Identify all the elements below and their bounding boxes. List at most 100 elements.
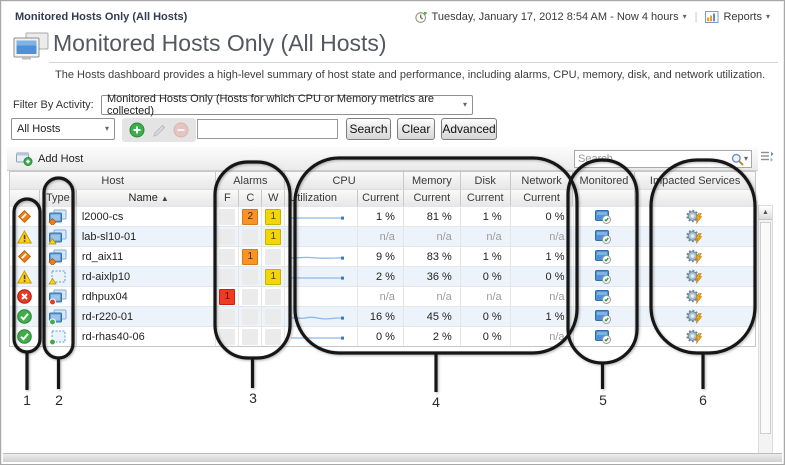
group-header-cpu[interactable]: CPU: [285, 172, 404, 189]
monitored-icon[interactable]: [595, 249, 612, 264]
table-search-input[interactable]: [578, 153, 731, 165]
host-name-link[interactable]: rd-r220-01: [77, 307, 217, 326]
fatal-alarm-count[interactable]: [219, 328, 236, 345]
group-header-monitored[interactable]: Monitored: [573, 172, 636, 189]
group-header-host[interactable]: Host: [10, 172, 217, 189]
severity-normal-icon[interactable]: [17, 309, 32, 324]
impacted-services-icon[interactable]: [686, 229, 704, 245]
warning-alarm-count[interactable]: [265, 328, 282, 345]
warning-alarm-count[interactable]: 1: [265, 228, 282, 245]
bottom-scrollbar-track[interactable]: [3, 453, 782, 462]
monitored-icon[interactable]: [595, 269, 612, 284]
group-header-impacted-services[interactable]: Impacted Services: [649, 174, 741, 187]
table-customizer-icon[interactable]: [760, 150, 774, 162]
host-name-link[interactable]: lab-sl10-01: [77, 227, 217, 246]
group-header-alarms[interactable]: Alarms: [216, 172, 286, 189]
scrollbar-thumb[interactable]: [760, 222, 771, 434]
severity-critical-icon[interactable]: [17, 209, 32, 224]
header-network-current[interactable]: Current: [511, 190, 574, 206]
clear-button[interactable]: Clear: [397, 118, 435, 140]
host-name-link[interactable]: l2000-cs: [77, 207, 217, 226]
host-name-link[interactable]: rdhpux04: [77, 287, 217, 306]
critical-alarm-count[interactable]: [242, 328, 259, 345]
impacted-services-icon[interactable]: [686, 329, 704, 345]
host-search-input[interactable]: [197, 119, 338, 139]
critical-alarm-count[interactable]: [242, 268, 259, 285]
header-critical[interactable]: C: [239, 190, 263, 206]
add-scope-button[interactable]: [128, 121, 146, 139]
reports-menu[interactable]: Reports ▾: [705, 11, 770, 23]
table-row[interactable]: l2000-cs 2 1 1 % 81 % 1 % 0 %: [10, 206, 755, 226]
table-row[interactable]: rdhpux04 1 n/a n/a n/a n/a: [10, 286, 755, 306]
fatal-alarm-count[interactable]: [219, 308, 236, 325]
search-options-caret-icon[interactable]: ▾: [743, 154, 748, 163]
table-row[interactable]: rd-r220-01 16 % 45 % 0 % 1 %: [10, 306, 755, 326]
critical-alarm-count[interactable]: [242, 308, 259, 325]
header-fatal[interactable]: F: [216, 190, 240, 206]
monitored-icon[interactable]: [595, 289, 612, 304]
warning-alarm-count[interactable]: 1: [265, 208, 282, 225]
add-host-button[interactable]: Add Host: [16, 151, 83, 166]
cpu-utilization-cell[interactable]: [285, 327, 359, 346]
header-warning[interactable]: W: [262, 190, 286, 206]
cpu-utilization-cell[interactable]: [285, 207, 359, 226]
scroll-up-button[interactable]: ▲: [759, 206, 772, 220]
fatal-alarm-count[interactable]: [219, 228, 236, 245]
impacted-services-icon[interactable]: [686, 269, 704, 285]
table-row[interactable]: rd-rhas40-06 0 % 2 % 0 % n/a: [10, 326, 755, 346]
cpu-utilization-cell[interactable]: [285, 247, 359, 266]
remove-scope-button[interactable]: [172, 121, 190, 139]
cpu-utilization-cell[interactable]: [285, 227, 359, 246]
severity-warning-icon[interactable]: [16, 269, 32, 284]
activity-filter-select[interactable]: Monitored Hosts Only (Hosts for which CP…: [101, 93, 473, 117]
monitored-icon[interactable]: [595, 209, 612, 224]
warning-alarm-count[interactable]: [265, 288, 282, 305]
edit-scope-button[interactable]: [150, 121, 168, 139]
group-header-memory[interactable]: Memory: [404, 172, 461, 189]
critical-alarm-count[interactable]: [242, 228, 259, 245]
monitored-icon[interactable]: [595, 329, 612, 344]
impacted-services-icon[interactable]: [686, 249, 704, 265]
monitored-icon[interactable]: [595, 309, 612, 324]
critical-alarm-count[interactable]: [242, 288, 259, 305]
warning-alarm-count[interactable]: [265, 248, 282, 265]
host-name-link[interactable]: rd-aixlp10: [77, 267, 217, 286]
cpu-utilization-cell[interactable]: [285, 307, 359, 326]
advanced-button[interactable]: Advanced: [441, 118, 497, 140]
host-name-link[interactable]: rd_aix11: [77, 247, 217, 266]
critical-alarm-count[interactable]: 1: [242, 248, 259, 265]
vertical-scrollbar[interactable]: ▲: [758, 205, 773, 456]
scope-select[interactable]: All Hosts ▾: [11, 118, 115, 140]
monitored-icon[interactable]: [595, 229, 612, 244]
impacted-services-icon[interactable]: [686, 209, 704, 225]
table-row[interactable]: lab-sl10-01 1 n/a n/a n/a n/a: [10, 226, 755, 246]
host-name-link[interactable]: rd-rhas40-06: [77, 327, 217, 346]
header-type[interactable]: Type: [40, 190, 77, 206]
header-cpu-current[interactable]: Current: [358, 190, 404, 206]
fatal-alarm-count[interactable]: 1: [219, 288, 236, 305]
cpu-utilization-cell[interactable]: [285, 267, 359, 286]
critical-alarm-count[interactable]: 2: [242, 208, 259, 225]
fatal-alarm-count[interactable]: [219, 248, 236, 265]
table-row[interactable]: rd_aix11 1 9 % 83 % 1 % 1 %: [10, 246, 755, 266]
fatal-alarm-count[interactable]: [219, 208, 236, 225]
severity-critical-icon[interactable]: [17, 249, 32, 264]
severity-warning-icon[interactable]: [16, 229, 32, 244]
header-memory-current[interactable]: Current: [404, 190, 461, 206]
impacted-services-icon[interactable]: [686, 309, 704, 325]
group-header-disk[interactable]: Disk: [461, 172, 511, 189]
breadcrumb[interactable]: Monitored Hosts Only (All Hosts): [15, 11, 188, 23]
severity-fatal-icon[interactable]: [17, 289, 32, 304]
group-header-network[interactable]: Network: [511, 172, 574, 189]
warning-alarm-count[interactable]: [265, 308, 282, 325]
header-utilization[interactable]: Utilization: [285, 190, 359, 206]
header-name[interactable]: Name ▲: [77, 190, 217, 206]
time-range-selector[interactable]: Tuesday, January 17, 2012 8:54 AM - Now …: [414, 11, 687, 24]
severity-normal-icon[interactable]: [17, 329, 32, 344]
warning-alarm-count[interactable]: 1: [265, 268, 282, 285]
cpu-utilization-cell[interactable]: [285, 287, 359, 306]
search-button[interactable]: Search: [346, 118, 391, 140]
table-row[interactable]: rd-aixlp10 1 2 % 36 % 0 % 0 %: [10, 266, 755, 286]
header-disk-current[interactable]: Current: [461, 190, 511, 206]
impacted-services-icon[interactable]: [686, 289, 704, 305]
